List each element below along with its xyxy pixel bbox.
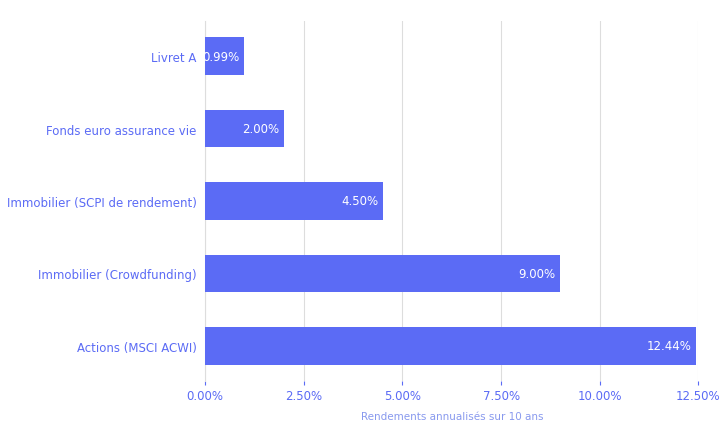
X-axis label: Rendements annualisés sur 10 ans: Rendements annualisés sur 10 ans: [361, 411, 543, 420]
Text: 12.44%: 12.44%: [647, 339, 691, 353]
Bar: [205, 110, 284, 148]
Text: 0.99%: 0.99%: [202, 50, 240, 64]
Bar: [205, 255, 560, 293]
Bar: [205, 327, 696, 365]
Text: 2.00%: 2.00%: [242, 123, 279, 136]
Bar: [205, 183, 383, 220]
Text: 4.50%: 4.50%: [341, 195, 378, 208]
Text: 9.00%: 9.00%: [518, 267, 556, 280]
Bar: [205, 38, 244, 76]
